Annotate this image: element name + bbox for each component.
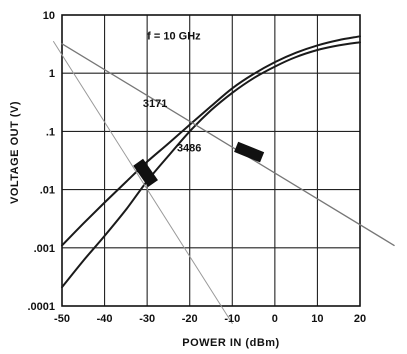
curve-label-3486: 3486	[177, 143, 201, 155]
y-tick-label: 10	[43, 10, 55, 22]
y-tick-label: 1	[49, 68, 55, 80]
grid	[62, 15, 360, 306]
x-tick-label: 0	[272, 313, 278, 325]
x-tick-label: -50	[54, 313, 70, 325]
curve-label-3171: 3171	[143, 98, 167, 110]
x-tick-label: 10	[311, 313, 323, 325]
load-line-1	[61, 43, 395, 247]
series-layer	[53, 35, 395, 324]
series-3486-line	[61, 41, 361, 289]
y-tick-label: .1	[46, 126, 55, 138]
x-tick-label: -40	[97, 313, 113, 325]
y-axis-label: VOLTAGE OUT (V)	[9, 101, 21, 204]
y-tick-labels: .0001 .001 .01 .1 1 10	[27, 10, 55, 313]
y-tick-label: .0001	[27, 301, 55, 313]
x-tick-labels: -50 -40 -30 -20 -10 0 10 20	[54, 313, 366, 325]
x-tick-label: 20	[354, 313, 366, 325]
frequency-annotation: f = 10 GHz	[147, 30, 201, 42]
x-tick-label: -10	[224, 313, 240, 325]
x-tick-label: -20	[182, 313, 198, 325]
diode-symbol-icon	[133, 158, 158, 187]
x-tick-label: -30	[139, 313, 155, 325]
series-3171-line	[61, 35, 361, 247]
y-tick-label: .01	[40, 185, 55, 197]
load-line-2	[53, 41, 233, 324]
x-axis-label: POWER IN (dBm)	[182, 337, 279, 349]
y-tick-label: .001	[34, 243, 55, 255]
diode-symbol-icon	[234, 141, 265, 163]
plot-frame	[61, 14, 361, 307]
